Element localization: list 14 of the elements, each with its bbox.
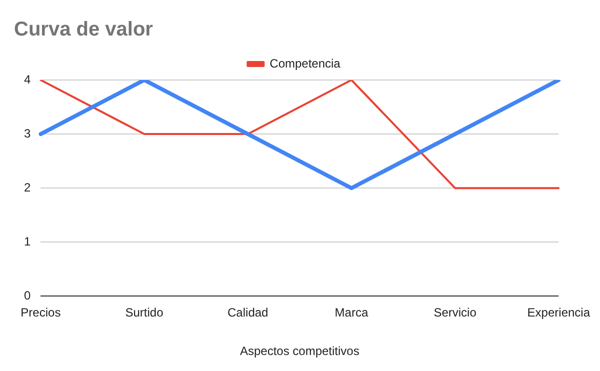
- x-tick-label: Surtido: [125, 306, 164, 320]
- x-tick-label: Calidad: [228, 306, 268, 320]
- y-tick-label: 1: [24, 234, 31, 248]
- chart-title: Curva de valor: [14, 18, 154, 41]
- y-tick-label: 3: [24, 126, 31, 140]
- y-tick-label: 4: [24, 72, 31, 86]
- x-tick-label: Servicio: [434, 306, 477, 320]
- x-tick-label: Marca: [334, 306, 368, 320]
- x-tick-label: Experiencia: [527, 306, 590, 320]
- y-tick-label: 2: [24, 180, 31, 194]
- x-axis-title: Aspectos competitivos: [240, 344, 360, 358]
- y-tick-label: 0: [24, 288, 31, 303]
- legend-label: Competencia: [270, 56, 341, 70]
- x-tick-label: Precios: [20, 306, 61, 320]
